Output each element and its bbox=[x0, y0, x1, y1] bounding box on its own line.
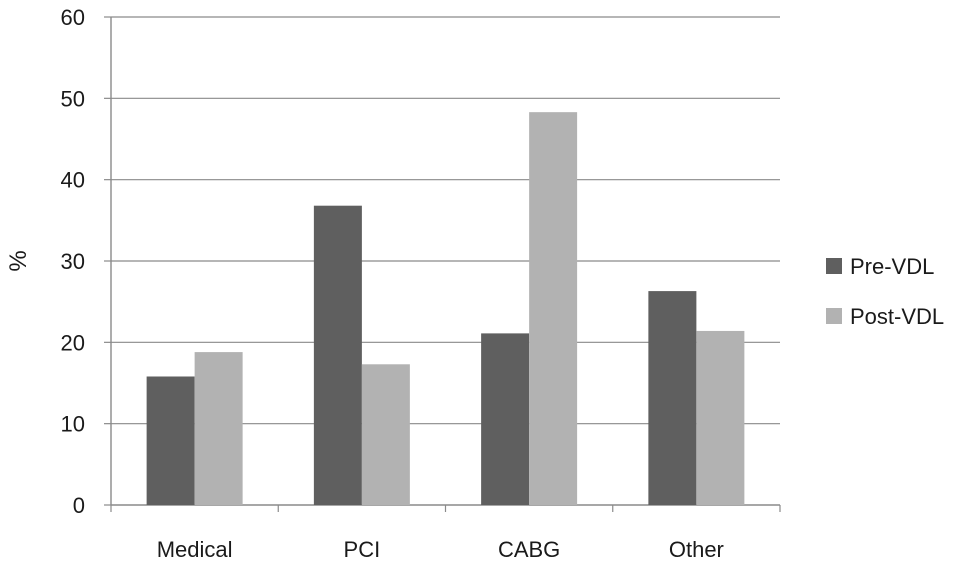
legend-label: Pre-VDL bbox=[850, 254, 934, 279]
x-tick-label: Other bbox=[669, 537, 724, 562]
y-tick-label: 20 bbox=[61, 330, 85, 355]
legend-swatch-post-vdl bbox=[826, 308, 842, 324]
y-tick-label: 50 bbox=[61, 86, 85, 111]
y-tick-label: 0 bbox=[73, 493, 85, 518]
y-axis-label: % bbox=[5, 250, 32, 271]
bar-pre-vdl-other bbox=[648, 291, 697, 505]
bar-post-vdl-other bbox=[696, 330, 745, 505]
bars bbox=[146, 112, 745, 505]
bar-pre-vdl-cabg bbox=[481, 333, 530, 505]
legend-label: Post-VDL bbox=[850, 304, 944, 329]
bar-pre-vdl-medical bbox=[146, 376, 195, 505]
x-tick-labels: Medical PCI CABG Other bbox=[157, 537, 724, 562]
bar-post-vdl-medical bbox=[194, 352, 243, 505]
y-tick-label: 30 bbox=[61, 249, 85, 274]
bar-pre-vdl-pci bbox=[313, 205, 362, 505]
legend-swatch-pre-vdl bbox=[826, 258, 842, 274]
y-tick-labels: 0 10 20 30 40 50 60 bbox=[61, 5, 85, 518]
y-tick-label: 40 bbox=[61, 168, 85, 193]
bar-post-vdl-pci bbox=[361, 364, 410, 505]
x-tick-label: Medical bbox=[157, 537, 233, 562]
y-tick-label: 60 bbox=[61, 5, 85, 30]
legend: Pre-VDL Post-VDL bbox=[826, 254, 944, 329]
bar-post-vdl-cabg bbox=[529, 112, 578, 505]
y-tick-label: 10 bbox=[61, 412, 85, 437]
x-tick-label: CABG bbox=[498, 537, 560, 562]
x-tick-label: PCI bbox=[344, 537, 381, 562]
